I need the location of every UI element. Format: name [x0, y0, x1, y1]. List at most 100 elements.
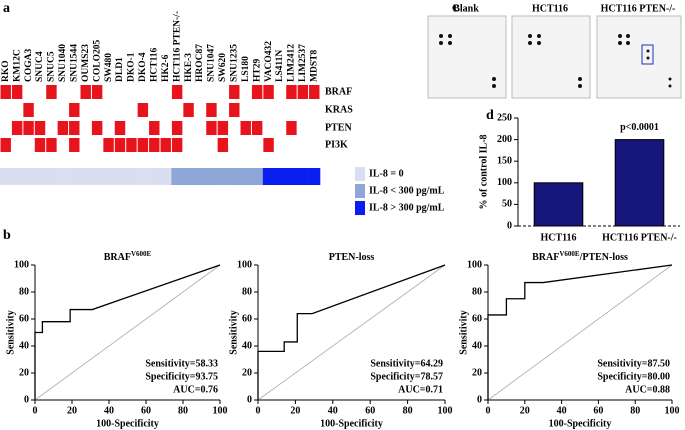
mutation-cell	[0, 138, 11, 152]
mutation-cell	[309, 138, 319, 152]
mutation-cell	[195, 138, 205, 152]
y-tick-label: 100	[237, 259, 252, 270]
y-tick-label: 20	[19, 367, 29, 378]
y-axis-label: Sensitivity	[228, 310, 239, 354]
mutation-cell	[103, 103, 113, 117]
reference-line	[487, 264, 673, 401]
bar	[533, 182, 584, 227]
cell-line-label: SW480	[104, 53, 114, 82]
reference-line	[34, 264, 221, 401]
mutation-cell	[12, 103, 22, 117]
mutation-cell	[263, 85, 274, 99]
cell-line-label: LIM2412	[287, 44, 297, 82]
y-tick-label: 60	[242, 313, 252, 324]
il8-cell	[308, 168, 321, 185]
mutation-cell	[11, 121, 23, 135]
y-tick-label: 60	[472, 313, 482, 324]
chart-title: PTEN-loss	[329, 252, 375, 263]
mutation-cell	[12, 138, 22, 152]
mutation-cell	[218, 85, 228, 99]
cell-line-label: HT29	[252, 59, 262, 82]
mutation-cell	[80, 85, 91, 99]
x-tick-label: 100	[213, 405, 228, 416]
mutation-cell	[309, 121, 319, 135]
x-tick-label: 40	[104, 405, 114, 416]
il8-cell	[251, 168, 264, 185]
x-tick-label: HCT116 PTEN-/-	[602, 232, 677, 243]
mutation-cell	[138, 85, 148, 99]
mutation-cell	[46, 103, 56, 117]
title-part: V600E	[131, 250, 152, 258]
x-tick-label: 20	[290, 405, 300, 416]
x-tick-label: 80	[403, 405, 413, 416]
mutation-cell	[58, 85, 68, 99]
cell-line-label: COGA3	[24, 49, 34, 83]
il8-cell	[297, 168, 309, 185]
annotation: Sensitivity=64.29	[370, 358, 443, 369]
mutation-cell	[69, 85, 79, 99]
gene-label: KRAS	[325, 104, 353, 115]
mutation-cell	[137, 138, 149, 152]
y-tick-label: 80	[19, 286, 29, 297]
gene-label: PTEN	[325, 122, 352, 133]
chart-title: BRAFV600E/PTEN-loss	[532, 250, 628, 264]
mutation-cell	[263, 138, 274, 152]
y-axis-label: Sensitivity	[458, 310, 469, 354]
mutation-cell	[171, 85, 183, 99]
x-tick-label: 80	[630, 405, 640, 416]
mutation-cell	[138, 121, 148, 135]
y-tick-label: 100	[497, 177, 512, 188]
mutation-cell	[81, 103, 91, 117]
mutation-cell	[58, 138, 68, 152]
blot-spots	[439, 34, 672, 88]
cell-line-label: DKO-4	[138, 52, 148, 82]
il8-cell	[22, 168, 35, 185]
annotation: p<0.0001	[620, 122, 659, 133]
mutation-cell	[252, 138, 262, 152]
blot-title: HCT116	[532, 3, 568, 14]
x-tick-label: 60	[593, 405, 603, 416]
mutation-cell	[1, 103, 11, 117]
mutation-cell	[103, 121, 113, 135]
reference-line	[257, 264, 446, 401]
mutation-cell	[149, 85, 159, 99]
mutation-cell	[286, 85, 297, 99]
mutation-cell	[11, 85, 23, 99]
mutation-cell	[217, 138, 229, 152]
title-part: BRAF	[532, 252, 559, 263]
il8-cell	[262, 168, 275, 185]
mutation-cell	[92, 138, 102, 152]
annotation: AUC=0.71	[398, 384, 443, 395]
legend-swatch	[355, 167, 365, 181]
mutation-cell	[69, 121, 80, 135]
annotation: Sensitivity=87.50	[597, 358, 670, 369]
mutation-cell	[286, 138, 296, 152]
cell-line-label: HCT116	[149, 47, 159, 82]
legend-label: IL-8 < 300 pg/mL	[369, 185, 445, 196]
mutation-cell	[206, 121, 217, 135]
y-tick-label: 0	[507, 220, 512, 231]
mutation-cell	[195, 121, 205, 135]
mutation-cell	[206, 138, 216, 152]
y-axis-label: % of control IL-8	[478, 134, 489, 209]
mutation-cell	[241, 103, 251, 117]
mutation-cell	[217, 121, 229, 135]
il8-cell	[102, 168, 115, 185]
il8-cell	[0, 168, 12, 185]
il8-cell	[137, 168, 149, 185]
mutation-cell	[298, 138, 308, 152]
mutation-cell	[23, 85, 33, 99]
y-tick-label: 200	[497, 134, 512, 145]
cell-line-label: SNU1544	[69, 44, 79, 82]
mutation-cell	[46, 138, 57, 152]
mutation-cell	[0, 85, 11, 99]
mutation-cell	[46, 85, 57, 99]
mutation-cell	[183, 103, 194, 117]
mutation-cell	[218, 103, 228, 117]
cell-line-label: KM12C	[12, 49, 22, 82]
legend-label: IL-8 = 0	[369, 168, 404, 179]
annotation: AUC=0.88	[625, 384, 670, 395]
mutation-cell	[1, 121, 11, 135]
mutation-cell	[229, 138, 239, 152]
